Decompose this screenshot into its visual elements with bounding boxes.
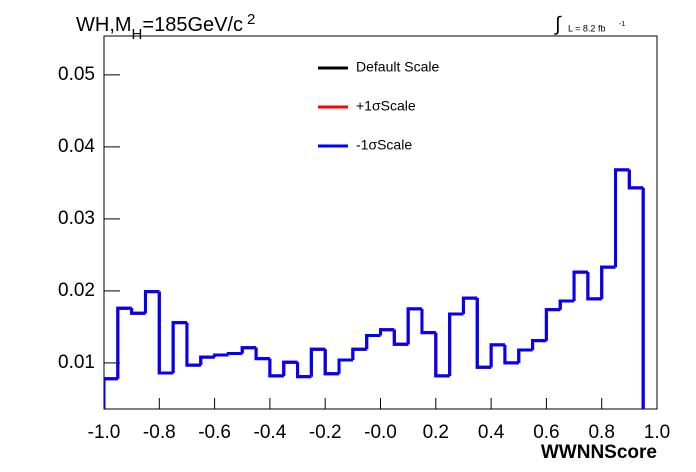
histogram-bin bbox=[282, 360, 298, 376]
histogram-bin bbox=[104, 377, 118, 409]
histogram-bin bbox=[614, 168, 630, 268]
histogram-bin bbox=[420, 308, 436, 335]
lumi-superscript: -1 bbox=[619, 21, 625, 28]
histogram-bin bbox=[254, 347, 270, 361]
histogram-bin bbox=[489, 343, 505, 368]
y-tick-label: 0.05 bbox=[58, 64, 95, 85]
histogram-bin bbox=[448, 312, 464, 376]
y-tick-label: 0.01 bbox=[58, 352, 95, 373]
histogram-bin bbox=[475, 298, 492, 369]
chart-title: WH,MH=185GeV/c 2 bbox=[76, 11, 255, 43]
histogram-bin bbox=[434, 332, 450, 378]
histogram-bin bbox=[572, 270, 588, 301]
title-subscript: H bbox=[132, 26, 143, 43]
histogram-bin bbox=[392, 329, 409, 346]
histogram-bin bbox=[641, 187, 657, 409]
x-tick-label: -0.6 bbox=[198, 422, 231, 443]
histogram-bin bbox=[517, 348, 533, 363]
x-axis-label: WWNNScore bbox=[541, 442, 657, 463]
histogram-bin bbox=[503, 344, 519, 365]
y-tick-label: 0.04 bbox=[58, 136, 95, 157]
lumi-label: L = 8.2 fb bbox=[568, 23, 605, 33]
x-tick-label: 0.8 bbox=[588, 422, 614, 443]
histogram-bin bbox=[627, 169, 644, 190]
x-tick-label: -1.0 bbox=[88, 422, 121, 443]
histogram-bin bbox=[240, 346, 257, 354]
histogram-bin bbox=[461, 296, 478, 314]
x-tick-label: 0.2 bbox=[423, 422, 449, 443]
legend-label: Default Scale bbox=[356, 59, 439, 75]
histogram-bin bbox=[296, 362, 312, 379]
histogram-bin bbox=[185, 322, 201, 367]
histogram-bin bbox=[171, 321, 187, 373]
histogram-bin bbox=[365, 334, 381, 350]
histogram-bin bbox=[309, 347, 326, 377]
histogram-bin bbox=[199, 355, 215, 366]
title-superscript: 2 bbox=[247, 11, 255, 28]
y-tick-label: 0.02 bbox=[58, 280, 95, 301]
histogram-area bbox=[104, 168, 657, 409]
histogram-bin bbox=[600, 265, 616, 299]
histogram-bin bbox=[130, 308, 146, 315]
x-tick-label: 1.0 bbox=[644, 422, 670, 443]
histogram-bin bbox=[531, 339, 547, 350]
histogram-bin bbox=[406, 307, 422, 345]
histogram-bin bbox=[268, 358, 284, 378]
x-tick-label: -0.4 bbox=[254, 422, 287, 443]
histogram-bin bbox=[337, 358, 353, 374]
histogram-bin bbox=[116, 306, 132, 379]
legend-label: -1σScale bbox=[356, 137, 412, 153]
x-tick-label: 0.4 bbox=[478, 422, 505, 443]
title-part: WH,M bbox=[76, 14, 132, 36]
histogram-bin bbox=[323, 349, 340, 376]
x-tick-label: 0.6 bbox=[533, 422, 559, 443]
histogram-bin bbox=[226, 352, 243, 356]
histogram-bin bbox=[586, 272, 602, 301]
histogram-bin bbox=[558, 299, 575, 310]
legend-label: +1σScale bbox=[356, 98, 416, 114]
x-tick-label: -0.8 bbox=[143, 422, 176, 443]
histogram-bin bbox=[157, 291, 174, 375]
histogram-bin bbox=[544, 308, 561, 341]
y-tick-label: 0.03 bbox=[58, 208, 95, 229]
histogram-bin bbox=[379, 328, 395, 336]
histogram-bin bbox=[213, 353, 229, 358]
x-tick-label: -0.2 bbox=[309, 422, 342, 443]
histogram-bin bbox=[143, 290, 160, 314]
lumi-integral: ∫ bbox=[554, 13, 562, 35]
histogram-bin bbox=[351, 347, 367, 361]
x-tick-label: -0.0 bbox=[364, 422, 397, 443]
title-part: =185GeV/c bbox=[142, 14, 243, 36]
